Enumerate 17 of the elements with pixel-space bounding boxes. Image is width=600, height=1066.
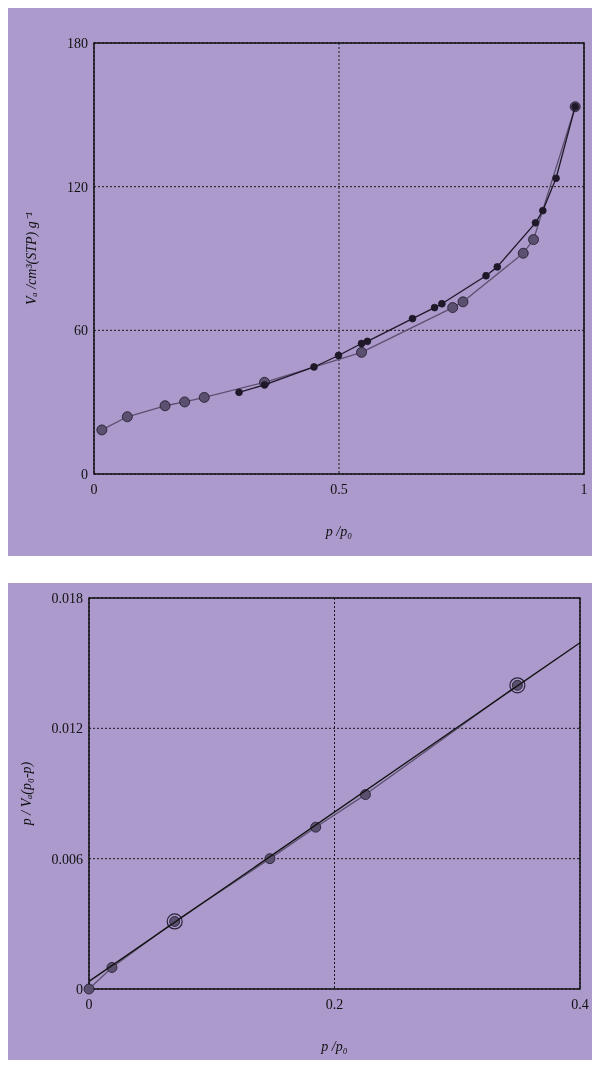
y-tick-label: 180	[67, 36, 88, 51]
x-tick-label: 0.4	[571, 997, 589, 1012]
x-tick-label: 0.5	[330, 482, 348, 497]
y-tick-label: 0.006	[51, 851, 83, 867]
x-axis-title: p /p₀	[320, 1039, 348, 1054]
x-tick-label: 1	[580, 482, 588, 497]
y-tick-label: 0.012	[51, 721, 83, 737]
x-tick-label: 0.2	[325, 997, 344, 1012]
y-tick-label: 0	[81, 467, 88, 482]
y-tick-label: 120	[67, 179, 88, 195]
x-axis-title: p /p₀	[324, 524, 353, 539]
y-axis-title: p / Vₐ(p₀-p)	[19, 761, 35, 827]
y-tick-label: 0	[76, 982, 83, 997]
y-tick-label: 0.018	[51, 591, 83, 606]
x-tick-label: 0	[90, 482, 98, 497]
y-axis-title: Vₐ /cm³(STP) g⁻¹	[24, 212, 40, 305]
y-tick-label: 60	[74, 323, 88, 339]
